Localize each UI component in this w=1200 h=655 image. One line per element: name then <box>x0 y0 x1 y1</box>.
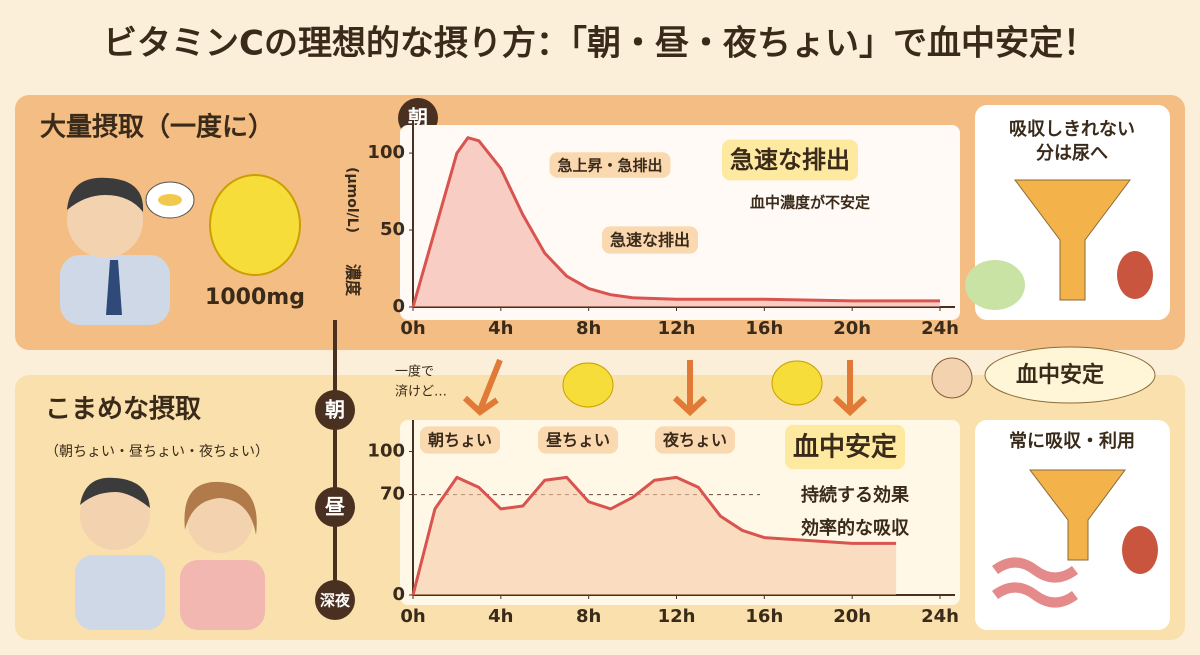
x-tick-label: 16h <box>745 606 783 627</box>
x-tick-label: 8h <box>576 606 601 627</box>
x-tick-label: 24h <box>921 606 959 627</box>
y-axis-label: 濃度 <box>344 264 363 297</box>
aside-note: 済けど… <box>395 384 447 400</box>
x-tick-label: 4h <box>488 606 513 627</box>
x-tick-label: 24h <box>921 318 959 339</box>
organ <box>965 260 1025 310</box>
kidney <box>1122 526 1158 574</box>
annotation: 急速な排出 <box>610 231 690 250</box>
area <box>413 477 897 595</box>
annotation: 効率的な吸収 <box>801 517 910 539</box>
annotation: 朝ちょい <box>428 431 492 450</box>
annotation-box <box>722 139 858 181</box>
time-label: 昼 <box>325 495 345 519</box>
y-axis-unit: (µmol/L) <box>344 167 360 233</box>
people-illustration <box>75 477 265 630</box>
side-note: 常に吸収・利用 <box>1009 430 1135 452</box>
x-tick-label: 20h <box>833 606 871 627</box>
annotation-box <box>538 426 618 454</box>
funnel <box>1014 179 1131 301</box>
annotation: 血中安定 <box>793 432 897 463</box>
annotation: 夜ちょい <box>662 431 727 450</box>
annotation: 急速な排出 <box>730 146 850 174</box>
person-illustration <box>60 177 195 325</box>
y-tick-label: 70 <box>380 484 405 505</box>
time-marker <box>315 580 355 620</box>
bottom-heading: こまめな摂取 <box>45 394 201 425</box>
y-tick-label: 100 <box>367 142 405 163</box>
funnel <box>1028 469 1126 561</box>
x-tick-label: 16h <box>745 318 783 339</box>
speech-bubble <box>984 346 1156 404</box>
x-tick-label: 0h <box>400 606 425 627</box>
x-tick-label: 0h <box>400 318 425 339</box>
y-tick-label: 100 <box>367 441 405 462</box>
annotation: 昼ちょい <box>545 431 610 450</box>
annotation-box <box>420 426 500 454</box>
dose-label: 1000mg <box>205 285 305 310</box>
bubble-text: 血中安定 <box>1016 362 1104 388</box>
arrow <box>462 358 503 416</box>
annotation-box <box>602 226 698 254</box>
arrow <box>832 360 868 417</box>
annotation: 持続する効果 <box>801 484 910 506</box>
x-tick-label: 12h <box>658 606 696 627</box>
y-tick-label: 0 <box>392 296 405 317</box>
lemon <box>562 362 614 408</box>
side-note: 分は尿へ <box>1036 143 1108 164</box>
time-label: 朝 <box>325 398 345 422</box>
arrow <box>672 360 708 417</box>
kidney <box>1117 251 1153 299</box>
annotation-box <box>785 424 905 470</box>
aside-note: 一度で <box>395 364 434 380</box>
time-marker <box>315 390 355 430</box>
time-label: 深夜 <box>320 592 351 610</box>
area <box>413 137 940 307</box>
top-heading: 大量摂取（一度に） <box>40 112 274 143</box>
annotation: 血中濃度が不安定 <box>750 194 870 212</box>
lemon <box>209 174 301 276</box>
page-title: ビタミンCの理想的な摂り方：「朝・昼・夜ちょい」で血中安定！ <box>103 24 1097 64</box>
y-tick-label: 0 <box>392 584 405 605</box>
lemon <box>771 360 823 406</box>
side-note: 吸収しきれない <box>1009 119 1135 140</box>
annotation-box <box>549 152 671 178</box>
intestine <box>992 557 1078 608</box>
face <box>931 357 973 399</box>
x-tick-label: 12h <box>658 318 696 339</box>
annotation: 急上昇・急排出 <box>557 157 662 175</box>
x-tick-label: 8h <box>576 318 601 339</box>
time-marker <box>315 487 355 527</box>
line <box>411 475 897 596</box>
x-tick-label: 4h <box>488 318 513 339</box>
bottom-subheading: （朝ちょい・昼ちょい・夜ちょい） <box>45 444 269 460</box>
line <box>411 136 940 308</box>
annotation-box <box>655 426 735 454</box>
x-tick-label: 20h <box>833 318 871 339</box>
y-tick-label: 50 <box>380 219 405 240</box>
